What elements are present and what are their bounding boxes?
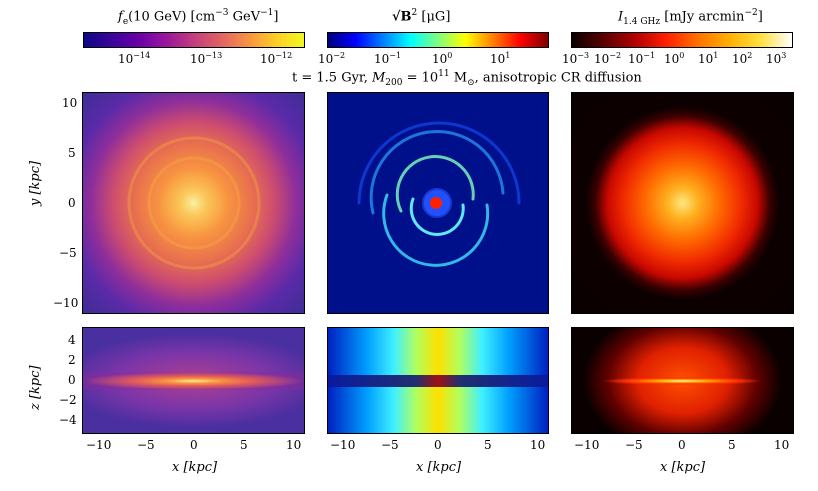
x-tick-label: −10 [330,438,356,452]
x-tick-label: −10 [86,438,112,452]
cbar2-tick: 10−1 [374,51,402,66]
cbar2-tick: 101 [490,51,511,66]
faceon-cr-spiral [127,136,261,270]
x-tick-label: −5 [381,438,399,452]
x-tick-label: 5 [240,438,248,452]
edgeon-bfield-disk [328,375,548,387]
x-tick-label: 0 [678,438,686,452]
cbar1-tick: 10−14 [118,51,151,66]
panel-edgeon-radio-intensity [571,327,794,434]
cbar3-tick: 101 [698,51,719,66]
y-tick-label: −10 [53,296,79,310]
x-axis-label: x [kpc] [416,460,462,475]
cbar2-tick: 10−2 [318,51,346,66]
x-tick-label: 10 [530,438,546,452]
cbar3-tick: 100 [664,51,685,66]
y-axis-label: y [kpc] [28,160,43,206]
z-tick-label: 0 [68,373,76,387]
cbar3-tick: 102 [732,51,753,66]
z-axis-label: z [kpc] [28,365,43,410]
panel-edgeon-cr-density [82,327,305,434]
y-tick-label: 5 [68,146,76,160]
cbar3-tick: 10−2 [594,51,622,66]
y-tick-label: 0 [68,196,76,210]
colorbar-3-label: I1.4 GHz [mJy arcmin−2] [618,8,763,27]
cbar1-tick: 10−12 [260,51,293,66]
faceon-bfield-spiral [357,121,521,267]
panel-faceon-magnetic-field [327,92,549,314]
panel-faceon-cr-density [82,92,305,314]
colorbar-hot [571,32,793,48]
z-tick-label: −2 [59,393,77,407]
z-tick-label: 4 [68,333,76,347]
colorbar-2-label: √B2 [μG] [392,8,451,25]
panel-edgeon-magnetic-field [327,327,549,434]
cbar3-tick: 10−3 [562,51,590,66]
x-axis-label: x [kpc] [660,460,706,475]
figure-subtitle: t = 1.5 Gyr, M200 = 1011 M⊙, anisotropic… [292,69,642,88]
y-tick-label: −5 [59,246,77,260]
colorbar-jet [327,32,549,48]
edgeon-radio-disk [602,377,762,385]
cbar2-tick: 100 [432,51,453,66]
edgeon-cr-disk [83,372,304,390]
colorbar-1-label: fe(10 GeV) [cm−3 GeV−1] [118,8,279,27]
x-tick-label: −5 [625,438,643,452]
cbar3-tick: 103 [766,51,787,66]
y-tick-label: 10 [62,96,78,110]
x-axis-label: x [kpc] [172,460,218,475]
x-tick-label: 5 [484,438,492,452]
x-tick-label: 10 [286,438,302,452]
x-tick-label: −10 [574,438,600,452]
cbar1-tick: 10−13 [190,51,223,66]
panel-faceon-radio-intensity [571,92,794,314]
x-tick-label: 10 [774,438,790,452]
x-tick-label: −5 [137,438,155,452]
x-tick-label: 5 [728,438,736,452]
x-tick-label: 0 [190,438,198,452]
cbar3-tick: 10−1 [628,51,656,66]
x-tick-label: 0 [434,438,442,452]
colorbar-plasma [83,32,305,48]
z-tick-label: 2 [68,353,76,367]
z-tick-label: −4 [59,413,77,427]
